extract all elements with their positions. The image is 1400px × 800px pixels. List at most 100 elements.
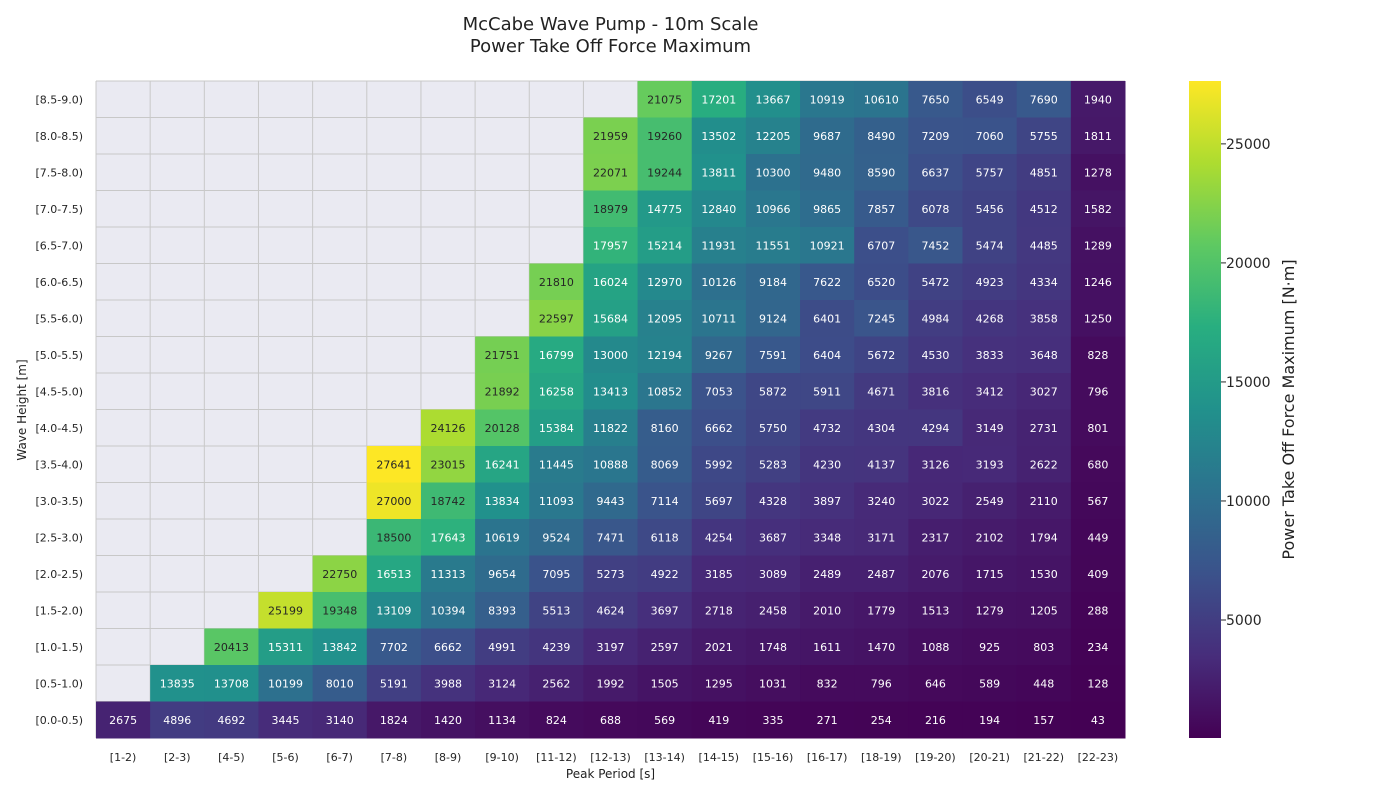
heatmap-cell [529, 482, 584, 520]
cell-value-label: 10619 [485, 531, 520, 544]
cell-value-label: 5472 [921, 276, 949, 289]
cell-value-label: 7095 [542, 568, 570, 581]
y-tick-label: [5.0-5.5) [35, 349, 83, 362]
heatmap-cell [854, 482, 909, 520]
heatmap-cell [745, 154, 801, 191]
heatmap-cell [908, 227, 964, 264]
heatmap-cell [854, 555, 909, 593]
cell-value-label: 3027 [1030, 385, 1058, 398]
cell-value-label: 288 [1087, 604, 1108, 617]
x-tick-label: [5-6) [272, 751, 299, 764]
x-axis-label: Peak Period [s] [566, 767, 655, 781]
cell-value-label: 1811 [1084, 130, 1112, 143]
heatmap-cell [529, 701, 584, 739]
cell-value-label: 4328 [759, 495, 787, 508]
cell-value-label: 12205 [755, 130, 790, 143]
cell-value-label: 1582 [1084, 203, 1112, 216]
heatmap-cell [312, 701, 368, 739]
cell-value-label: 4984 [921, 312, 949, 325]
heatmap-cell [908, 555, 964, 593]
heatmap-cell [691, 592, 747, 629]
cell-value-label: 194 [979, 714, 1000, 727]
heatmap-cell [475, 446, 530, 483]
heatmap-cell [691, 628, 747, 666]
cell-value-label: 8069 [651, 458, 679, 471]
cell-value-label: 16241 [485, 458, 520, 471]
heatmap-cell [150, 701, 205, 739]
cell-value-label: 4732 [813, 422, 841, 435]
heatmap-cell [1070, 701, 1126, 739]
cell-value-label: 1530 [1030, 568, 1058, 581]
x-tick-label: [12-13) [590, 751, 631, 764]
heatmap-cell [258, 628, 314, 666]
cell-value-label: 7690 [1030, 93, 1058, 106]
heatmap-cell [583, 300, 639, 337]
cell-value-label: 1779 [867, 604, 895, 617]
heatmap-cell [745, 373, 801, 410]
x-tick-label: [9-10) [485, 751, 519, 764]
cell-value-label: 4239 [542, 641, 570, 654]
heatmap-cell [637, 81, 693, 118]
cell-value-label: 3124 [488, 677, 516, 690]
heatmap-cell [854, 190, 909, 228]
cell-value-label: 3687 [759, 531, 787, 544]
heatmap-cell [908, 592, 964, 629]
cell-value-label: 7857 [867, 203, 895, 216]
heatmap-cell [312, 665, 368, 702]
cell-value-label: 9480 [813, 166, 841, 179]
cell-value-label: 11313 [431, 568, 466, 581]
cell-value-label: 2076 [921, 568, 949, 581]
cell-value-label: 3445 [272, 714, 300, 727]
cell-value-label: 13502 [701, 130, 736, 143]
cell-value-label: 21892 [485, 385, 520, 398]
y-tick-label: [0.5-1.0) [35, 677, 83, 690]
cell-value-label: 13811 [701, 166, 736, 179]
heatmap-cell [475, 482, 530, 520]
heatmap-cell [475, 592, 530, 629]
cell-value-label: 4851 [1030, 166, 1058, 179]
colorbar-tick-label: 20000 [1226, 256, 1271, 272]
colorbar-tick-label: 10000 [1226, 494, 1271, 510]
cell-value-label: 4530 [921, 349, 949, 362]
heatmap-cell [96, 701, 151, 739]
cell-value-label: 13109 [376, 604, 411, 617]
heatmap-cell [1070, 628, 1126, 666]
cell-value-label: 254 [871, 714, 892, 727]
heatmap-cell [800, 446, 855, 483]
cell-value-label: 1031 [759, 677, 787, 690]
cell-value-label: 15684 [593, 312, 628, 325]
heatmap-cell [962, 482, 1018, 520]
cell-value-label: 6404 [813, 349, 841, 362]
cell-value-label: 13667 [755, 93, 790, 106]
heatmap-cell [962, 300, 1018, 337]
cell-value-label: 9267 [705, 349, 733, 362]
heatmap-cell [962, 665, 1018, 702]
heatmap-cell [908, 446, 964, 483]
heatmap-cell [691, 519, 747, 556]
cell-value-label: 3193 [976, 458, 1004, 471]
cell-value-label: 5872 [759, 385, 787, 398]
heatmap-cell [475, 665, 530, 702]
heatmap-cell [800, 555, 855, 593]
cell-value-label: 449 [1087, 531, 1108, 544]
heatmap-cell [854, 227, 909, 264]
heatmap-cell [529, 336, 584, 374]
cell-value-label: 2562 [542, 677, 570, 690]
cell-value-label: 21959 [593, 130, 628, 143]
cell-value-label: 25199 [268, 604, 303, 617]
heatmap-cell [258, 701, 314, 739]
heatmap-cell [583, 190, 639, 228]
cell-value-label: 2718 [705, 604, 733, 617]
y-tick-label: [1.5-2.0) [35, 604, 83, 617]
heatmap-cell [962, 336, 1018, 374]
heatmap-cell [800, 263, 855, 301]
cell-value-label: 7245 [867, 312, 895, 325]
heatmap-cell [908, 519, 964, 556]
heatmap-cell [1070, 409, 1126, 447]
heatmap-cell [583, 154, 639, 191]
heatmap-cell [691, 701, 747, 739]
heatmap-cell [854, 592, 909, 629]
heatmap-cell [637, 336, 693, 374]
heatmap-cell [745, 482, 801, 520]
cell-value-label: 1715 [976, 568, 1004, 581]
